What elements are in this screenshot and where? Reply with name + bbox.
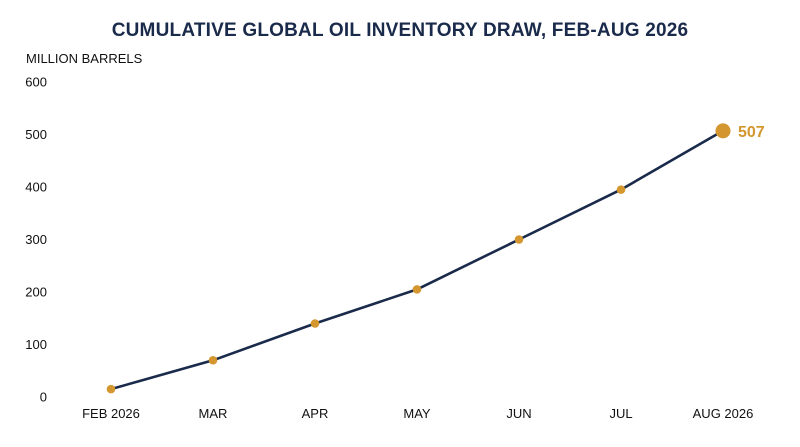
series-end-marker: [715, 123, 731, 139]
y-axis-ticks: 0 100 200 300 400 500 600: [25, 75, 47, 405]
series-marker: [106, 384, 116, 394]
y-tick-label: 0: [40, 390, 47, 405]
y-tick-label: 500: [25, 127, 47, 142]
x-tick-label: APR: [302, 406, 329, 421]
series-marker: [514, 235, 524, 244]
y-axis-unit-label: MILLION BARRELS: [26, 51, 143, 66]
x-tick-label: JUN: [506, 406, 531, 421]
y-tick-label: 400: [25, 180, 47, 195]
series-marker: [208, 355, 218, 365]
series-line: [109, 129, 725, 391]
y-tick-label: 600: [25, 75, 47, 90]
x-tick-label: JUL: [609, 406, 632, 421]
x-tick-label: AUG 2026: [693, 406, 754, 421]
series-marker: [412, 285, 422, 294]
y-tick-label: 100: [25, 337, 47, 352]
end-value-label: 507: [738, 124, 765, 141]
chart-title: CUMULATIVE GLOBAL OIL INVENTORY DRAW, FE…: [111, 20, 689, 41]
x-tick-label: MAR: [199, 406, 228, 421]
series-marker: [310, 319, 320, 328]
x-axis-ticks: FEB 2026 MAR APR MAY JUN JUL AUG 2026: [82, 406, 753, 421]
series-marker: [616, 185, 626, 194]
y-tick-label: 300: [25, 232, 47, 247]
x-tick-label: MAY: [403, 406, 431, 421]
series-markers: [106, 123, 731, 394]
y-tick-label: 200: [25, 285, 47, 300]
x-tick-label: FEB 2026: [82, 406, 140, 421]
